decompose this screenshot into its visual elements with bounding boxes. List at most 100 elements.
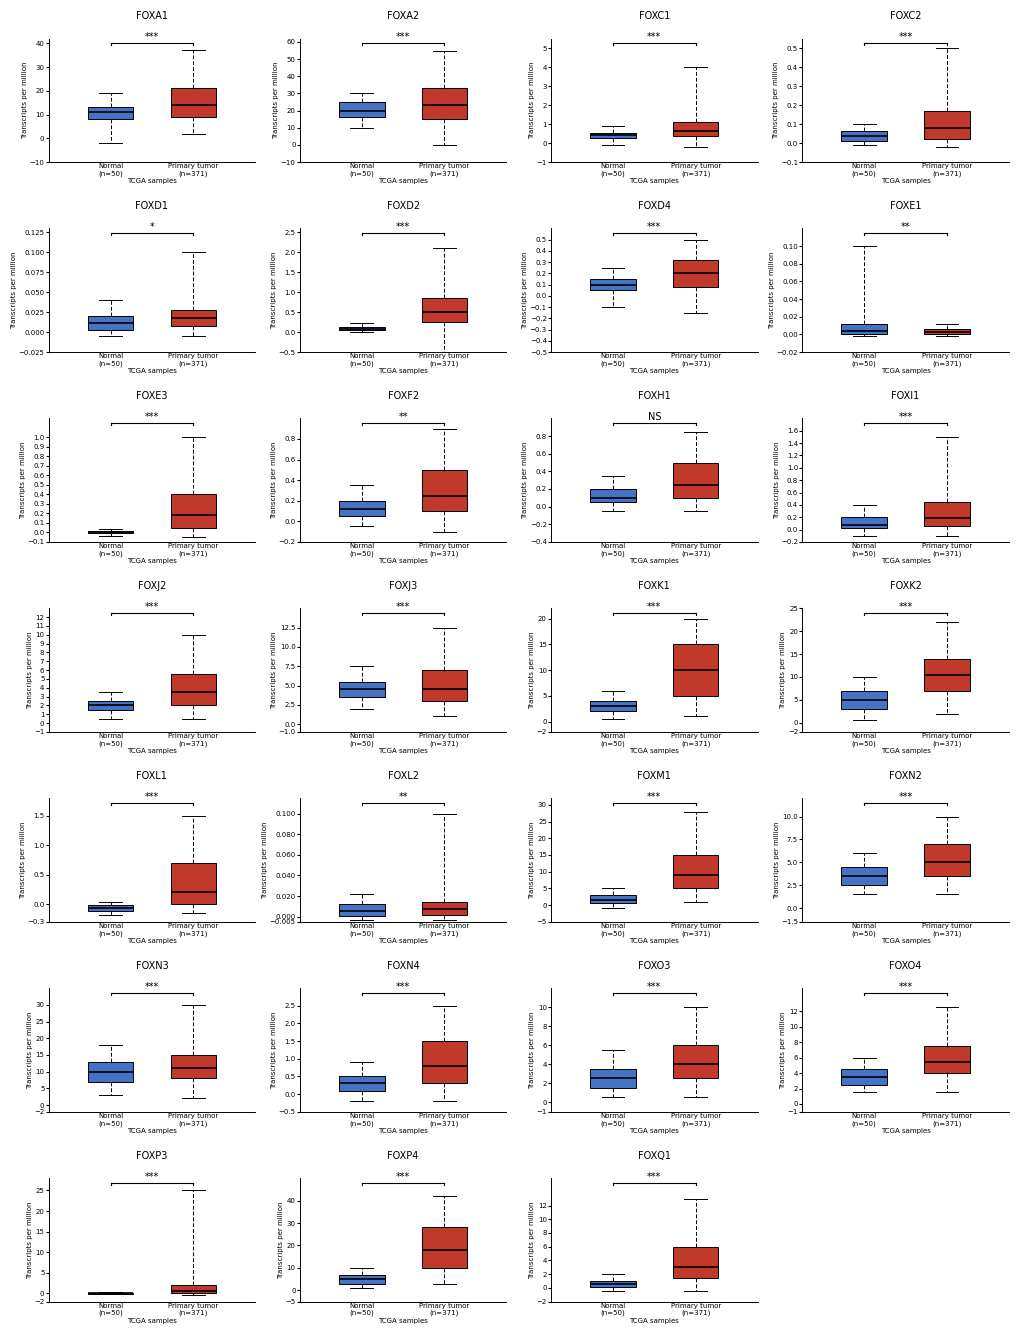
PathPatch shape xyxy=(338,1076,384,1091)
X-axis label: TCGA samples: TCGA samples xyxy=(126,1318,176,1324)
PathPatch shape xyxy=(421,1041,467,1084)
Title: FOXE1: FOXE1 xyxy=(889,202,920,211)
Title: FOXD4: FOXD4 xyxy=(637,202,671,211)
PathPatch shape xyxy=(421,88,467,119)
X-axis label: TCGA samples: TCGA samples xyxy=(879,179,929,184)
PathPatch shape xyxy=(338,682,384,697)
Text: ***: *** xyxy=(898,792,912,802)
Text: ***: *** xyxy=(647,602,660,611)
PathPatch shape xyxy=(170,88,216,117)
Text: ***: *** xyxy=(395,1172,410,1181)
Title: FOXN4: FOXN4 xyxy=(386,961,419,971)
Y-axis label: Transcripts per million: Transcripts per million xyxy=(11,251,17,328)
Text: ***: *** xyxy=(898,602,912,611)
PathPatch shape xyxy=(170,310,216,326)
PathPatch shape xyxy=(421,298,467,322)
PathPatch shape xyxy=(923,111,969,139)
Text: ***: *** xyxy=(145,32,159,43)
X-axis label: TCGA samples: TCGA samples xyxy=(126,179,176,184)
PathPatch shape xyxy=(673,1247,717,1278)
PathPatch shape xyxy=(170,1286,216,1294)
PathPatch shape xyxy=(338,327,384,331)
Title: FOXA2: FOXA2 xyxy=(386,11,419,21)
Text: *: * xyxy=(150,222,154,232)
X-axis label: TCGA samples: TCGA samples xyxy=(629,939,679,944)
X-axis label: TCGA samples: TCGA samples xyxy=(879,368,929,374)
PathPatch shape xyxy=(88,107,133,119)
Y-axis label: Transcripts per million: Transcripts per million xyxy=(780,1011,786,1088)
Y-axis label: Transcripts per million: Transcripts per million xyxy=(26,1011,33,1088)
PathPatch shape xyxy=(841,690,887,709)
Title: FOXO3: FOXO3 xyxy=(638,961,669,971)
Y-axis label: Transcripts per million: Transcripts per million xyxy=(529,821,535,898)
Y-axis label: Transcripts per million: Transcripts per million xyxy=(277,1202,283,1279)
Title: FOXL2: FOXL2 xyxy=(387,770,418,781)
Y-axis label: Transcripts per million: Transcripts per million xyxy=(522,442,528,519)
PathPatch shape xyxy=(88,1061,133,1081)
PathPatch shape xyxy=(841,1069,887,1084)
PathPatch shape xyxy=(923,658,969,690)
X-axis label: TCGA samples: TCGA samples xyxy=(629,179,679,184)
Y-axis label: Transcripts per million: Transcripts per million xyxy=(529,631,535,709)
X-axis label: TCGA samples: TCGA samples xyxy=(126,558,176,565)
Y-axis label: Transcripts per million: Transcripts per million xyxy=(772,442,779,519)
Text: ***: *** xyxy=(145,792,159,802)
Y-axis label: Transcripts per million: Transcripts per million xyxy=(529,1202,535,1279)
Y-axis label: Transcripts per million: Transcripts per million xyxy=(529,1011,535,1088)
PathPatch shape xyxy=(923,328,969,334)
X-axis label: TCGA samples: TCGA samples xyxy=(378,368,428,374)
X-axis label: TCGA samples: TCGA samples xyxy=(126,939,176,944)
Y-axis label: Transcripts per million: Transcripts per million xyxy=(529,61,535,139)
Text: **: ** xyxy=(398,413,408,422)
PathPatch shape xyxy=(170,674,216,705)
Y-axis label: Transcripts per million: Transcripts per million xyxy=(26,1202,33,1279)
Text: ***: *** xyxy=(145,602,159,611)
PathPatch shape xyxy=(170,862,216,904)
PathPatch shape xyxy=(673,260,717,287)
X-axis label: TCGA samples: TCGA samples xyxy=(629,748,679,754)
PathPatch shape xyxy=(88,531,133,534)
Text: ***: *** xyxy=(145,413,159,422)
Text: ***: *** xyxy=(647,792,660,802)
Title: FOXL1: FOXL1 xyxy=(137,770,167,781)
PathPatch shape xyxy=(923,1047,969,1073)
PathPatch shape xyxy=(590,132,635,139)
X-axis label: TCGA samples: TCGA samples xyxy=(378,1128,428,1133)
Text: ***: *** xyxy=(647,1172,660,1181)
PathPatch shape xyxy=(923,502,969,526)
PathPatch shape xyxy=(170,494,216,527)
Y-axis label: Transcripts per million: Transcripts per million xyxy=(271,251,277,328)
Title: FOXQ1: FOXQ1 xyxy=(637,1151,671,1160)
Title: FOXC1: FOXC1 xyxy=(638,11,669,21)
PathPatch shape xyxy=(590,701,635,712)
PathPatch shape xyxy=(338,904,384,916)
Y-axis label: Transcripts per million: Transcripts per million xyxy=(26,631,33,709)
Title: FOXD1: FOXD1 xyxy=(136,202,168,211)
Text: ***: *** xyxy=(395,32,410,43)
Title: FOXH1: FOXH1 xyxy=(637,391,671,400)
PathPatch shape xyxy=(841,866,887,885)
PathPatch shape xyxy=(338,501,384,517)
PathPatch shape xyxy=(590,489,635,502)
PathPatch shape xyxy=(673,645,717,696)
X-axis label: TCGA samples: TCGA samples xyxy=(126,1128,176,1133)
Title: FOXI1: FOXI1 xyxy=(891,391,919,400)
X-axis label: TCGA samples: TCGA samples xyxy=(629,1128,679,1133)
Y-axis label: Transcripts per million: Transcripts per million xyxy=(271,631,277,709)
PathPatch shape xyxy=(421,902,467,914)
PathPatch shape xyxy=(673,1045,717,1079)
X-axis label: TCGA samples: TCGA samples xyxy=(879,1128,929,1133)
Y-axis label: Transcripts per million: Transcripts per million xyxy=(522,251,528,328)
Title: FOXF2: FOXF2 xyxy=(387,391,418,400)
X-axis label: TCGA samples: TCGA samples xyxy=(126,748,176,754)
Y-axis label: Transcripts per million: Transcripts per million xyxy=(772,61,779,139)
Text: ***: *** xyxy=(395,602,410,611)
Title: FOXJ3: FOXJ3 xyxy=(388,581,417,591)
PathPatch shape xyxy=(673,123,717,136)
PathPatch shape xyxy=(673,462,717,498)
PathPatch shape xyxy=(88,316,133,331)
X-axis label: TCGA samples: TCGA samples xyxy=(629,1318,679,1324)
Y-axis label: Transcripts per million: Transcripts per million xyxy=(271,1011,277,1088)
Title: FOXC2: FOXC2 xyxy=(889,11,920,21)
Text: ***: *** xyxy=(395,981,410,992)
